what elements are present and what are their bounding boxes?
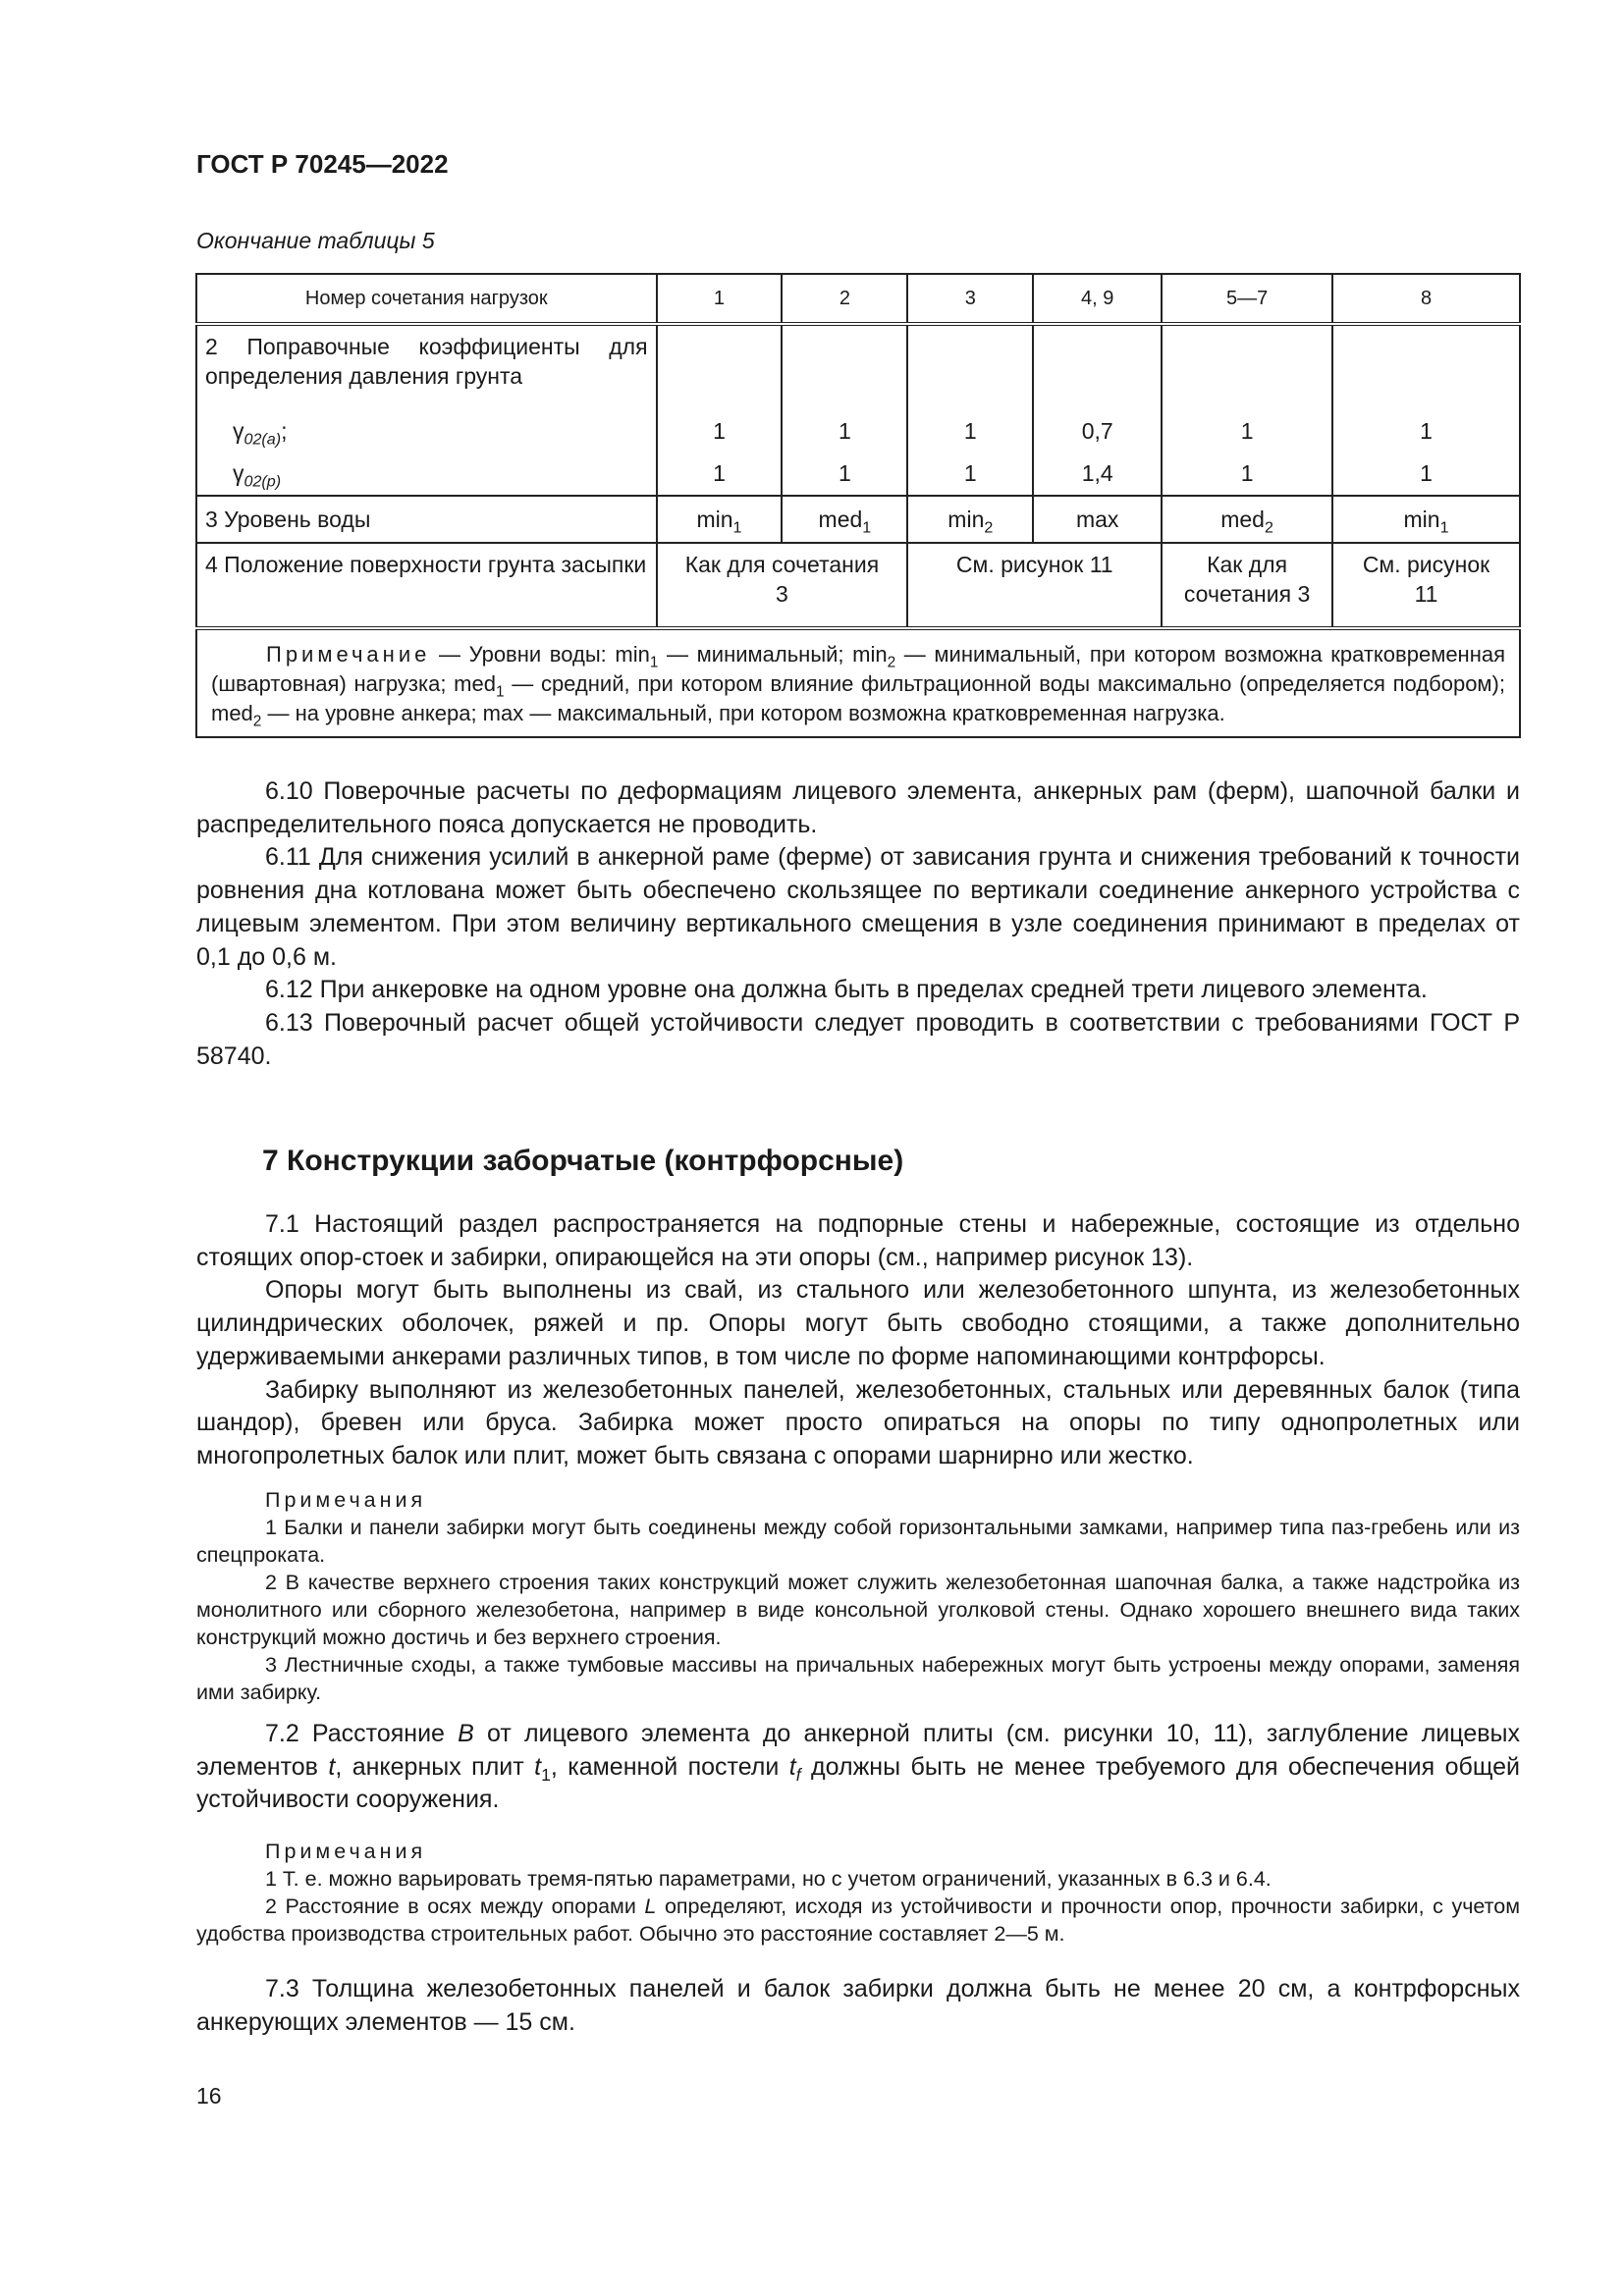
paragraph: 6.13 Поверочный расчет общей устойчивост… [196, 1008, 1520, 1070]
paragraph: 7.2 Расстояние B от лицевого элемента до… [196, 1720, 1520, 1814]
table-note: Примечание — Уровни воды: min1 — минимал… [195, 627, 1521, 738]
table-caption: Окончание таблицы 5 [196, 228, 435, 253]
section-6-paragraphs: 6.10 Поверочные расчеты по деформациям л… [196, 775, 1520, 1073]
table-row: 2 Поправочные коэффициенты для определен… [195, 323, 1521, 497]
value-cell: 1 [839, 460, 851, 486]
value-cell: 1 [839, 418, 851, 444]
note: 1 Балки и панели забирки могут быть соед… [196, 1516, 1520, 1567]
table-header-row: Номер сочетания нагрузок 1 2 3 4, 9 5—7 … [195, 273, 1521, 326]
table-5: Номер сочетания нагрузок 1 2 3 4, 9 5—7 … [195, 273, 1521, 738]
value-cell: Как для сочетания 3 [655, 542, 909, 629]
value-cell: min1 [655, 495, 784, 544]
value-cell: 1 [713, 460, 726, 486]
value-cell: 1 [1240, 460, 1254, 486]
paragraph: 6.12 При анкеровке на одном уровне она д… [265, 976, 1428, 1004]
paragraph: Забирку выполняют из железобетонных пане… [196, 1375, 1520, 1469]
table-row: 4 Положение поверхности грунта засыпки К… [195, 542, 1521, 629]
page-number: 16 [196, 2083, 222, 2109]
value-cell: max [1032, 495, 1164, 544]
value-cell: Как для сочетания 3 [1161, 542, 1334, 629]
document-header: ГОСТ Р 70245—2022 [196, 149, 449, 179]
table-note-row: Примечание — Уровни воды: min1 — минимал… [195, 627, 1521, 738]
value-cell: 1 [963, 418, 977, 444]
table-row: 3 Уровень воды min1 med1 min2 max med2 m… [195, 495, 1521, 544]
value-cell: См. рисунок 11 [906, 542, 1164, 629]
value-cell: См. рисунок 11 [1331, 542, 1521, 629]
paragraph: 6.10 Поверочные расчеты по деформациям л… [196, 777, 1520, 838]
value-cell: 0,7 [1081, 418, 1113, 444]
value-cell: 1 [1240, 418, 1254, 444]
note: 2 Расстояние в осях между опорами L опре… [196, 1895, 1520, 1946]
value-cell: 1,4 [1081, 460, 1113, 486]
value-cell: 1 [1420, 418, 1433, 444]
row-label: 3 Уровень воды [195, 495, 658, 544]
section-7-1: 7.1 Настоящий раздел распространяется на… [196, 1208, 1520, 1473]
value-cell: med1 [781, 495, 909, 544]
value-cell: 1 [1420, 460, 1433, 486]
paragraph: 6.11 Для снижения усилий в анкерной раме… [196, 843, 1520, 971]
value-cell: med2 [1161, 495, 1334, 544]
row-label: 4 Положение поверхности грунта засыпки [195, 542, 658, 629]
header-cell: 3 [906, 273, 1035, 326]
header-cell: 8 [1331, 273, 1521, 326]
section-heading: 7 Конструкции заборчатые (контрфорсные) [262, 1145, 904, 1177]
paragraph: Опоры могут быть выполнены из свай, из с… [196, 1276, 1520, 1370]
notes-title: Примечания [265, 1488, 427, 1512]
header-cell: 2 [781, 273, 909, 326]
value-cell: 1 [963, 460, 977, 486]
notes-title: Примечания [265, 1840, 427, 1863]
note: 1 Т. е. можно варьировать тремя-пятью па… [265, 1867, 1272, 1891]
notes-block-2: Примечания 1 Т. е. можно варьировать тре… [196, 1838, 1520, 1948]
header-cell: 5—7 [1161, 273, 1334, 326]
value-cell: min1 [1331, 495, 1521, 544]
section-7-2: 7.2 Расстояние B от лицевого элемента до… [196, 1718, 1520, 1817]
value-cell: 1 [713, 418, 726, 444]
note: 3 Лестничные сходы, а также тумбовые мас… [196, 1653, 1520, 1704]
header-cell: 4, 9 [1032, 273, 1164, 326]
section-7-3: 7.3 Толщина железобетонных панелей и бал… [196, 1973, 1520, 2039]
gamma-p-label: γ02(p) [233, 460, 282, 491]
value-cell: min2 [906, 495, 1035, 544]
paragraph: 7.3 Толщина железобетонных панелей и бал… [196, 1975, 1520, 2036]
note: 2 В качестве верхнего строения таких кон… [196, 1571, 1520, 1649]
gamma-a-label: γ02(a); [233, 418, 288, 449]
header-cell: 1 [655, 273, 784, 326]
row-label: 2 Поправочные коэффициенты для определен… [205, 334, 648, 389]
notes-block-1: Примечания 1 Балки и панели забирки могу… [196, 1486, 1520, 1706]
paragraph: 7.1 Настоящий раздел распространяется на… [196, 1210, 1520, 1271]
header-cell: Номер сочетания нагрузок [195, 273, 658, 326]
